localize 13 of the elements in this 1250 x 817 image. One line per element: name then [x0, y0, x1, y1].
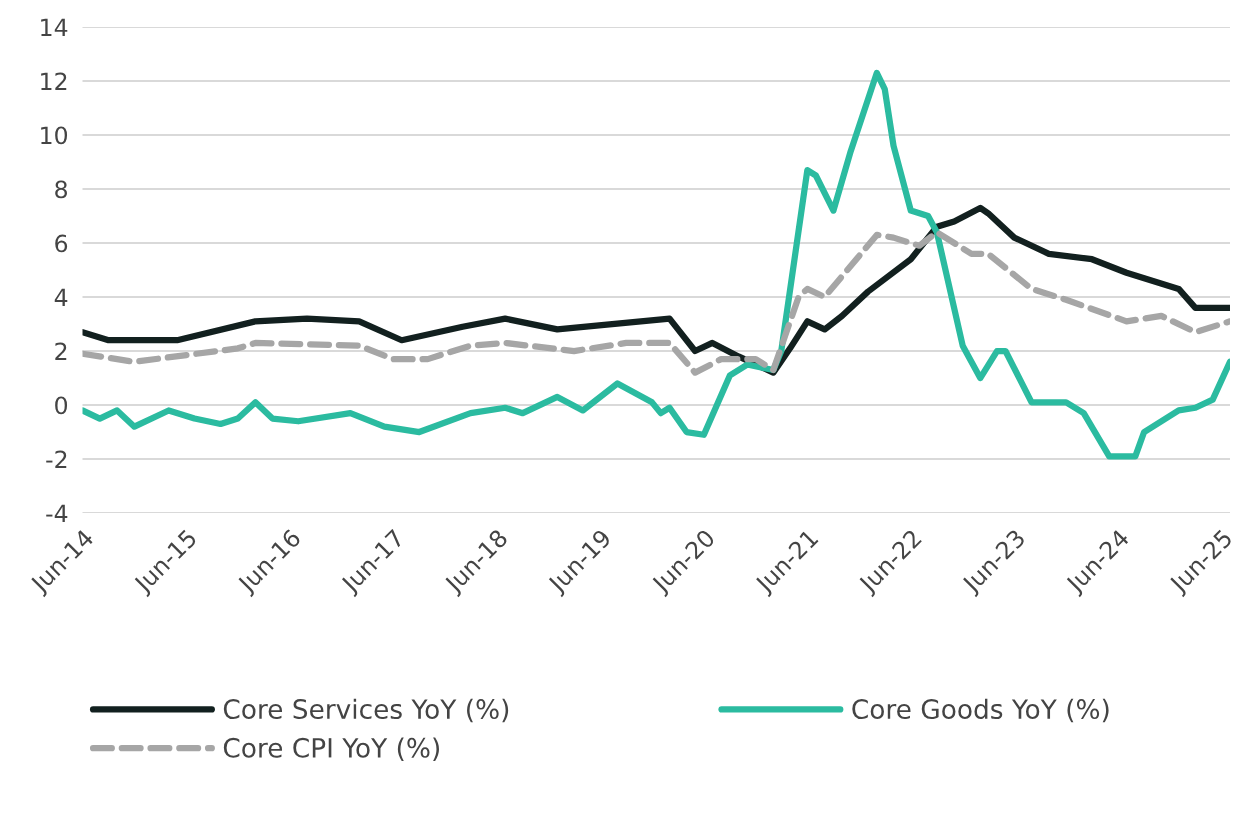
- y-tick-label: -4: [46, 504, 68, 523]
- y-tick-label: 8: [55, 180, 67, 199]
- y-tick-label: 6: [55, 234, 68, 253]
- y-tick-label: 10: [41, 126, 68, 145]
- legend-label: Core Services YoY (%): [223, 698, 509, 723]
- y-tick-label: 0: [55, 396, 68, 415]
- y-tick-label: 4: [54, 288, 68, 306]
- legend-label: Core Goods YoY (%): [852, 698, 1109, 723]
- y-tick-label: 2: [55, 342, 67, 361]
- y-tick-label: 14: [41, 18, 68, 36]
- y-tick-label: 12: [41, 72, 67, 90]
- y-tick-label: -2: [46, 450, 67, 469]
- legend-label: Core CPI YoY (%): [223, 737, 439, 761]
